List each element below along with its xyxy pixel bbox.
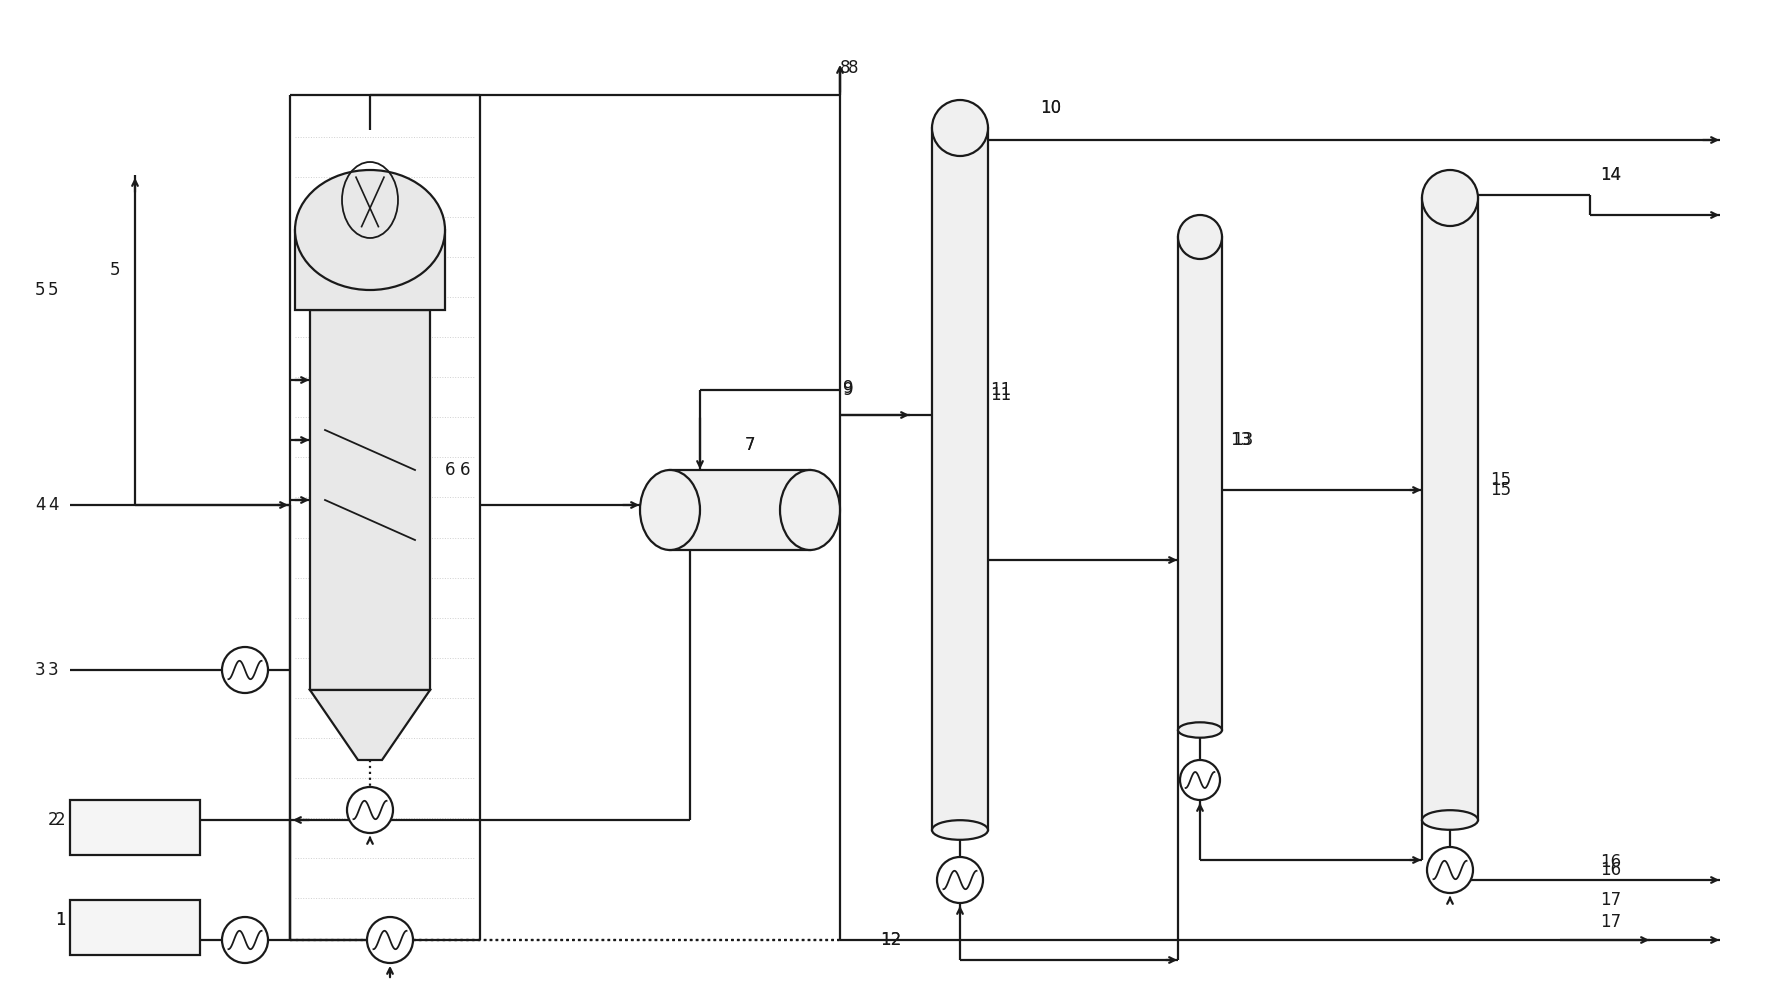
Text: 14: 14 (1600, 166, 1621, 184)
Text: 1: 1 (55, 911, 65, 929)
Text: 3: 3 (48, 661, 58, 679)
Text: 4: 4 (48, 496, 58, 514)
Text: 7: 7 (745, 436, 756, 454)
Bar (1179, 237, 1221, 730)
Ellipse shape (1421, 170, 1478, 226)
Text: 5: 5 (35, 281, 46, 299)
Circle shape (347, 787, 393, 833)
Bar (71, 900, 200, 955)
Text: 4: 4 (35, 496, 46, 514)
Text: 8: 8 (841, 59, 851, 77)
Ellipse shape (781, 470, 841, 550)
Bar (296, 230, 444, 310)
Text: 11: 11 (989, 386, 1011, 404)
Text: 11: 11 (989, 381, 1011, 399)
Text: 8: 8 (848, 59, 858, 77)
Ellipse shape (641, 470, 699, 550)
Text: 2: 2 (55, 811, 65, 829)
Text: 13: 13 (1230, 431, 1251, 449)
Ellipse shape (296, 170, 444, 290)
Text: 17: 17 (1600, 913, 1621, 931)
Text: 16: 16 (1600, 853, 1621, 871)
Text: 5: 5 (110, 261, 120, 279)
Circle shape (1181, 760, 1220, 800)
Text: 2: 2 (48, 811, 58, 829)
Circle shape (936, 857, 982, 903)
Text: 10: 10 (1041, 99, 1062, 117)
Bar (310, 310, 430, 690)
Text: 12: 12 (880, 931, 901, 949)
Circle shape (1427, 847, 1473, 893)
Bar (671, 470, 811, 550)
Circle shape (221, 647, 267, 693)
Ellipse shape (933, 821, 988, 840)
Text: 15: 15 (1490, 481, 1512, 499)
Ellipse shape (1179, 722, 1221, 737)
Bar (71, 800, 200, 855)
Text: 15: 15 (1490, 471, 1512, 489)
Text: 9: 9 (843, 381, 853, 399)
Text: 12: 12 (880, 931, 901, 949)
Bar (933, 128, 988, 830)
Ellipse shape (1179, 215, 1221, 259)
Text: 16: 16 (1600, 861, 1621, 879)
Text: 6: 6 (444, 461, 455, 479)
Circle shape (221, 917, 267, 963)
Bar (1421, 198, 1478, 820)
Text: 9: 9 (843, 379, 853, 397)
Text: 6: 6 (460, 461, 471, 479)
Text: 14: 14 (1600, 166, 1621, 184)
Text: 13: 13 (1232, 431, 1253, 449)
Polygon shape (310, 690, 430, 760)
Text: 7: 7 (745, 436, 756, 454)
Circle shape (366, 917, 412, 963)
Text: 17: 17 (1600, 891, 1621, 909)
Text: 3: 3 (35, 661, 46, 679)
Text: 1: 1 (55, 911, 65, 929)
Ellipse shape (933, 100, 988, 156)
Text: 5: 5 (48, 281, 58, 299)
Ellipse shape (1421, 811, 1478, 830)
Text: 10: 10 (1041, 99, 1062, 117)
